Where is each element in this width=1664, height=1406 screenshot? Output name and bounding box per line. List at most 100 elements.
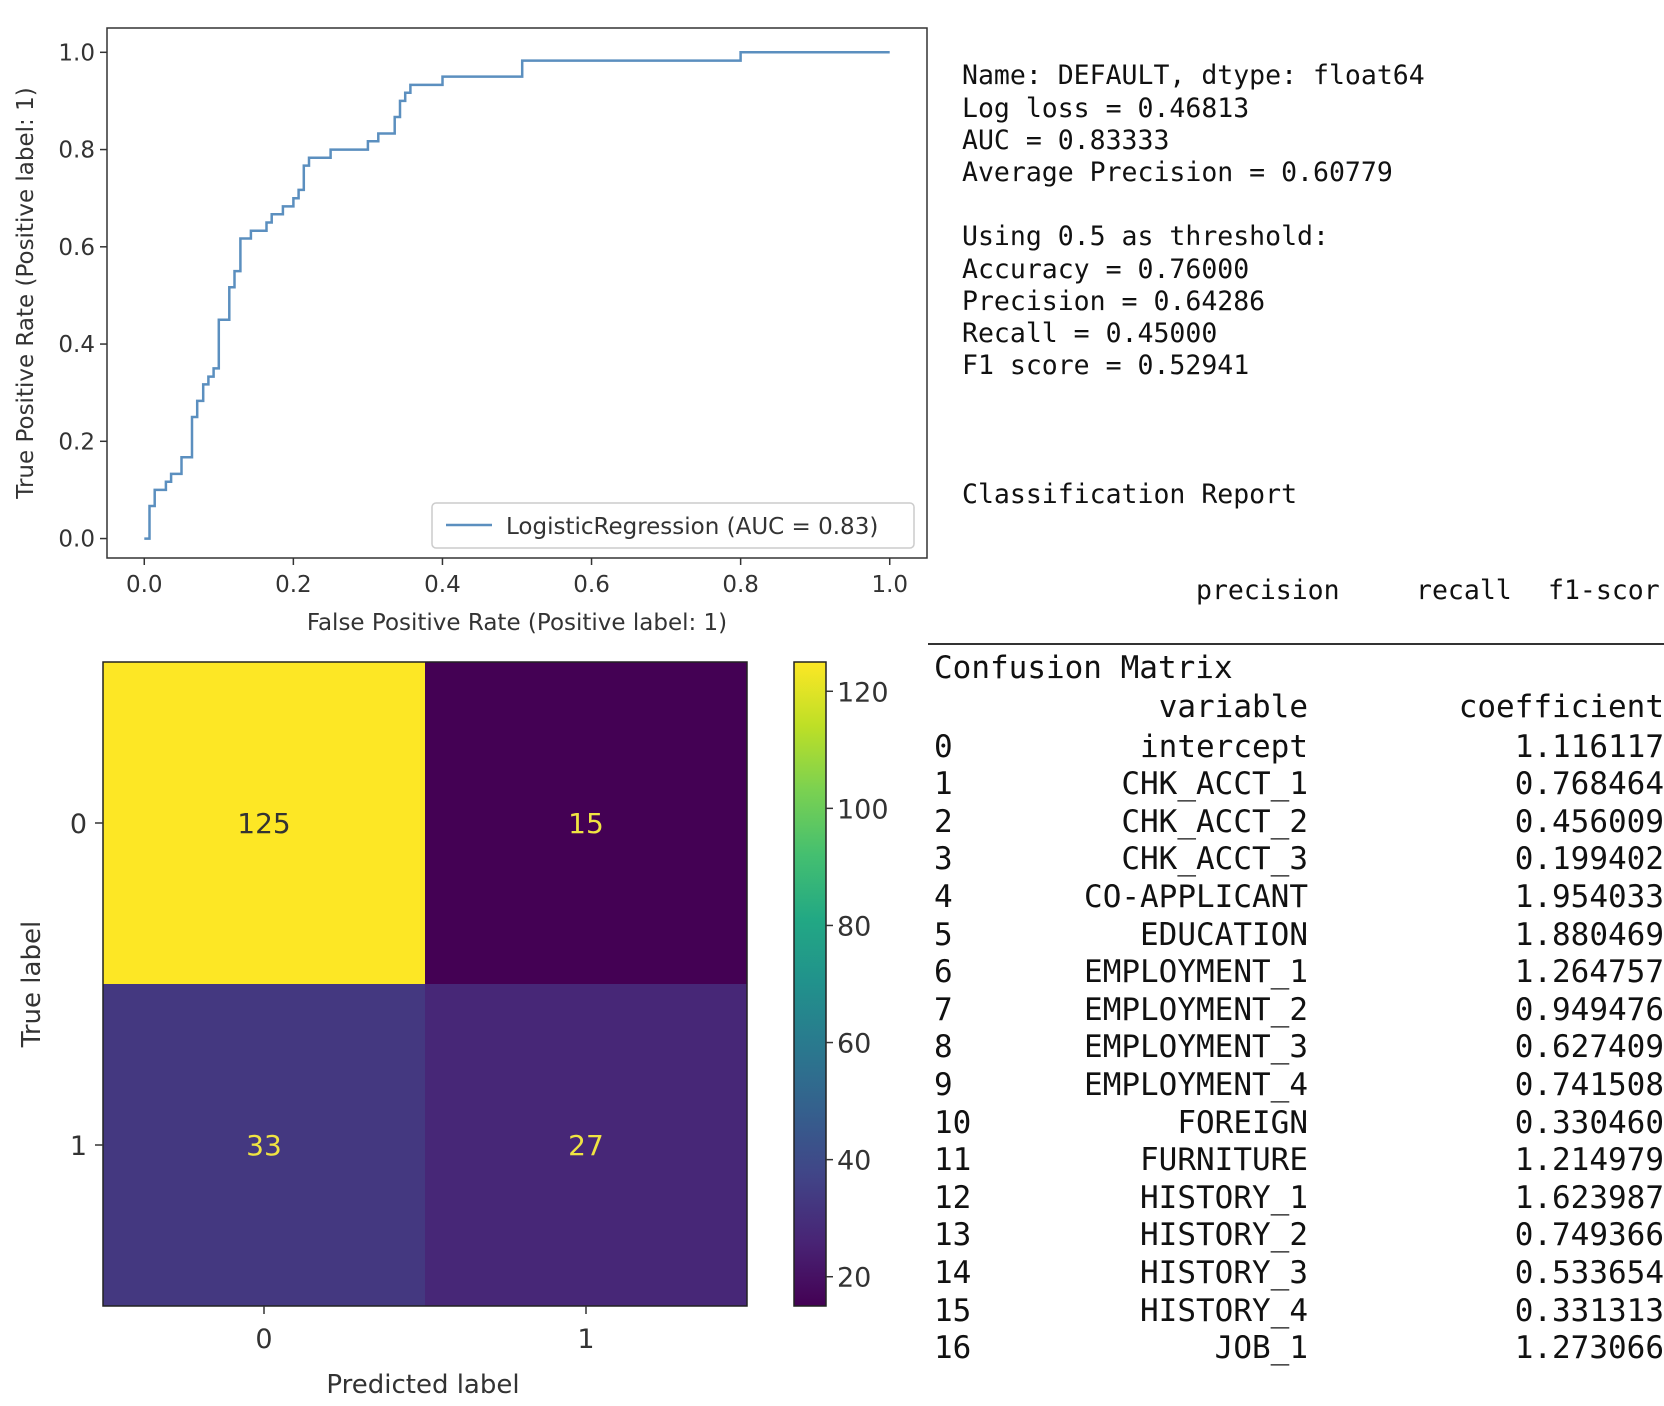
coefficients-row-variable: FURNITURE xyxy=(1140,1142,1308,1179)
roc-x-tick-label: 0.4 xyxy=(424,572,461,598)
cm-cell xyxy=(425,984,747,1306)
colorbar-tick-label: 40 xyxy=(837,1146,871,1177)
coefficients-row-variable: EMPLOYMENT_1 xyxy=(1084,954,1308,991)
colorbar-tick-label: 80 xyxy=(837,911,871,942)
coefficients-row-index: 14 xyxy=(934,1255,972,1291)
coefficients-row-value: 0.949476 xyxy=(1514,991,1664,1028)
roc-x-tick-label: 0.6 xyxy=(573,572,610,598)
roc-x-axis-label: False Positive Rate (Positive label: 1) xyxy=(307,610,727,636)
roc-x-tick-label: 0.2 xyxy=(275,572,312,598)
coefficients-row-index: 13 xyxy=(934,1217,972,1254)
metrics-line xyxy=(962,189,1664,221)
coefficients-row-variable: CHK_ACCT_3 xyxy=(1121,841,1308,878)
coefficients-row-index: 16 xyxy=(934,1330,972,1367)
coefficients-row-value: 0.456009 xyxy=(1514,803,1664,840)
coefficients-header-coefficient: coefficient xyxy=(1458,689,1664,725)
coefficients-row-value: 0.330460 xyxy=(1514,1104,1664,1141)
roc-y-tick-label: 1.0 xyxy=(58,40,95,66)
coefficients-row: 1 CHK_ACCT_1 0.768464 xyxy=(934,765,1664,805)
roc-x-tick-label: 1.0 xyxy=(871,572,908,598)
coefficients-row-variable: HISTORY_2 xyxy=(1140,1217,1308,1254)
coefficients-row: 3 CHK_ACCT_3 0.199402 xyxy=(934,840,1664,880)
coefficients-header-row: variable coefficient xyxy=(934,688,1664,728)
coefficients-row: 10 FOREIGN 0.330460 xyxy=(934,1104,1664,1144)
roc-x-tick-label: 0.0 xyxy=(126,572,163,598)
coefficients-row: 15 HISTORY_4 0.331313 xyxy=(934,1292,1664,1332)
cm-plot-border xyxy=(102,661,748,1307)
coefficients-row: 5 EDUCATION 1.880469 xyxy=(934,916,1664,956)
coefficients-row-variable: intercept xyxy=(1140,728,1308,765)
coefficients-row-index: 2 xyxy=(934,803,953,840)
coefficients-row-variable: HISTORY_4 xyxy=(1140,1292,1308,1329)
coefficients-title: Confusion Matrix xyxy=(934,650,1233,686)
metrics-line: Precision = 0.64286 xyxy=(962,285,1266,317)
coefficients-row-index: 12 xyxy=(934,1179,972,1216)
coefficients-row-variable: HISTORY_1 xyxy=(1140,1179,1308,1216)
coefficients-row: 13 HISTORY_2 0.749366 xyxy=(934,1216,1664,1256)
coefficients-row: 2 CHK_ACCT_2 0.456009 xyxy=(934,803,1664,843)
coefficients-row-value: 1.214979 xyxy=(1514,1142,1664,1179)
cm-cell-value: 15 xyxy=(568,807,604,840)
colorbar-tick-label: 60 xyxy=(837,1029,871,1060)
coefficients-row-value: 1.264757 xyxy=(1514,954,1664,991)
metrics-line: Average Precision = 0.60779 xyxy=(962,156,1393,188)
coefficients-row-value: 1.954033 xyxy=(1514,879,1664,915)
coefficients-row-value: 1.273066 xyxy=(1514,1330,1664,1367)
coefficients-row-index: 4 xyxy=(934,879,953,915)
metrics-line: Recall = 0.45000 xyxy=(962,317,1218,349)
coefficients-row-value: 0.627409 xyxy=(1514,1029,1664,1066)
cm-x-tick-label: 1 xyxy=(577,1324,594,1355)
coefficients-row-index: 5 xyxy=(934,916,953,953)
coefficients-row-index: 9 xyxy=(934,1067,953,1103)
coefficients-row-index: 10 xyxy=(934,1104,972,1141)
roc-y-tick-label: 0.4 xyxy=(58,332,95,358)
coefficients-row-index: 15 xyxy=(934,1292,972,1329)
coefficients-row-variable: CHK_ACCT_2 xyxy=(1121,803,1308,840)
coefficients-row-variable: JOB_1 xyxy=(1214,1330,1308,1367)
coefficients-row-index: 1 xyxy=(934,766,953,803)
coefficients-row-value: 0.768464 xyxy=(1514,766,1664,803)
roc-y-tick-label: 0.2 xyxy=(58,429,95,455)
coefficients-row-value: 0.533654 xyxy=(1514,1255,1664,1291)
roc-legend: LogisticRegression (AUC = 0.83) xyxy=(431,502,915,549)
coefficients-row-index: 11 xyxy=(934,1142,972,1179)
colorbar xyxy=(793,661,827,1307)
coefficients-row-variable: CO-APPLICANT xyxy=(1084,879,1308,915)
coefficients-row-value: 0.749366 xyxy=(1514,1217,1664,1254)
metrics-line: F1 score = 0.52941 xyxy=(962,350,1250,382)
roc-legend-label: LogisticRegression (AUC = 0.83) xyxy=(506,514,878,540)
roc-plot-area xyxy=(106,27,928,559)
roc-chart: 0.0 0.2 0.4 0.6 0.8 1.0 0.0 0.2 0.4 0.6 0.8 1.0 Log… xyxy=(13,27,928,636)
metrics-line: Name: DEFAULT, dtype: float64 xyxy=(962,60,1425,92)
coefficients-row-value: 0.199402 xyxy=(1514,841,1664,878)
coefficients-row: 6 EMPLOYMENT_1 1.264757 xyxy=(934,953,1664,993)
cm-cell xyxy=(425,662,747,984)
coefficients-row-value: 1.880469 xyxy=(1514,916,1664,953)
cm-x-axis-label: Predicted label xyxy=(326,1370,519,1400)
report-header-recall: recall xyxy=(1416,575,1512,607)
roc-y-tick-label: 0.0 xyxy=(58,527,95,553)
colorbar-tick-label: 120 xyxy=(837,677,889,708)
coefficients-row: 16 JOB_1 1.273066 xyxy=(934,1329,1664,1369)
output-divider xyxy=(928,643,1664,645)
coefficients-output: Confusion Matrix variable coefficient 0 i… xyxy=(934,648,1664,1406)
confusion-matrix-chart: 125 15 33 27 0 1 0 1 20 40 60 80 100 120 Predicted … xyxy=(17,661,889,1400)
cm-y-axis-label: True label xyxy=(17,921,47,1048)
coefficients-row: 9 EMPLOYMENT_4 0.741508 xyxy=(934,1066,1664,1106)
metrics-line: Log loss = 0.46813 xyxy=(962,92,1250,124)
cm-y-tick-label: 1 xyxy=(70,1131,87,1162)
coefficients-header-variable: variable xyxy=(1158,689,1308,725)
roc-curve-line xyxy=(144,51,890,540)
coefficients-row-variable: FOREIGN xyxy=(1177,1104,1308,1141)
coefficients-row: 0 intercept 1.116117 xyxy=(934,728,1664,768)
cm-cell-value: 27 xyxy=(568,1129,604,1162)
coefficients-row-variable: CHK_ACCT_1 xyxy=(1121,766,1308,803)
metrics-lines: Name: DEFAULT, dtype: float64 Log loss = … xyxy=(962,60,1664,414)
roc-x-tick-label: 0.8 xyxy=(722,572,759,598)
report-header-row: precision recall f1-scor xyxy=(962,575,1664,607)
coefficients-row-value: 0.741508 xyxy=(1514,1067,1664,1103)
report-header-precision: precision xyxy=(1196,575,1340,607)
coefficients-row-index: 3 xyxy=(934,841,953,878)
metrics-line xyxy=(962,382,1664,414)
report-header-f1: f1-scor xyxy=(1548,575,1660,607)
